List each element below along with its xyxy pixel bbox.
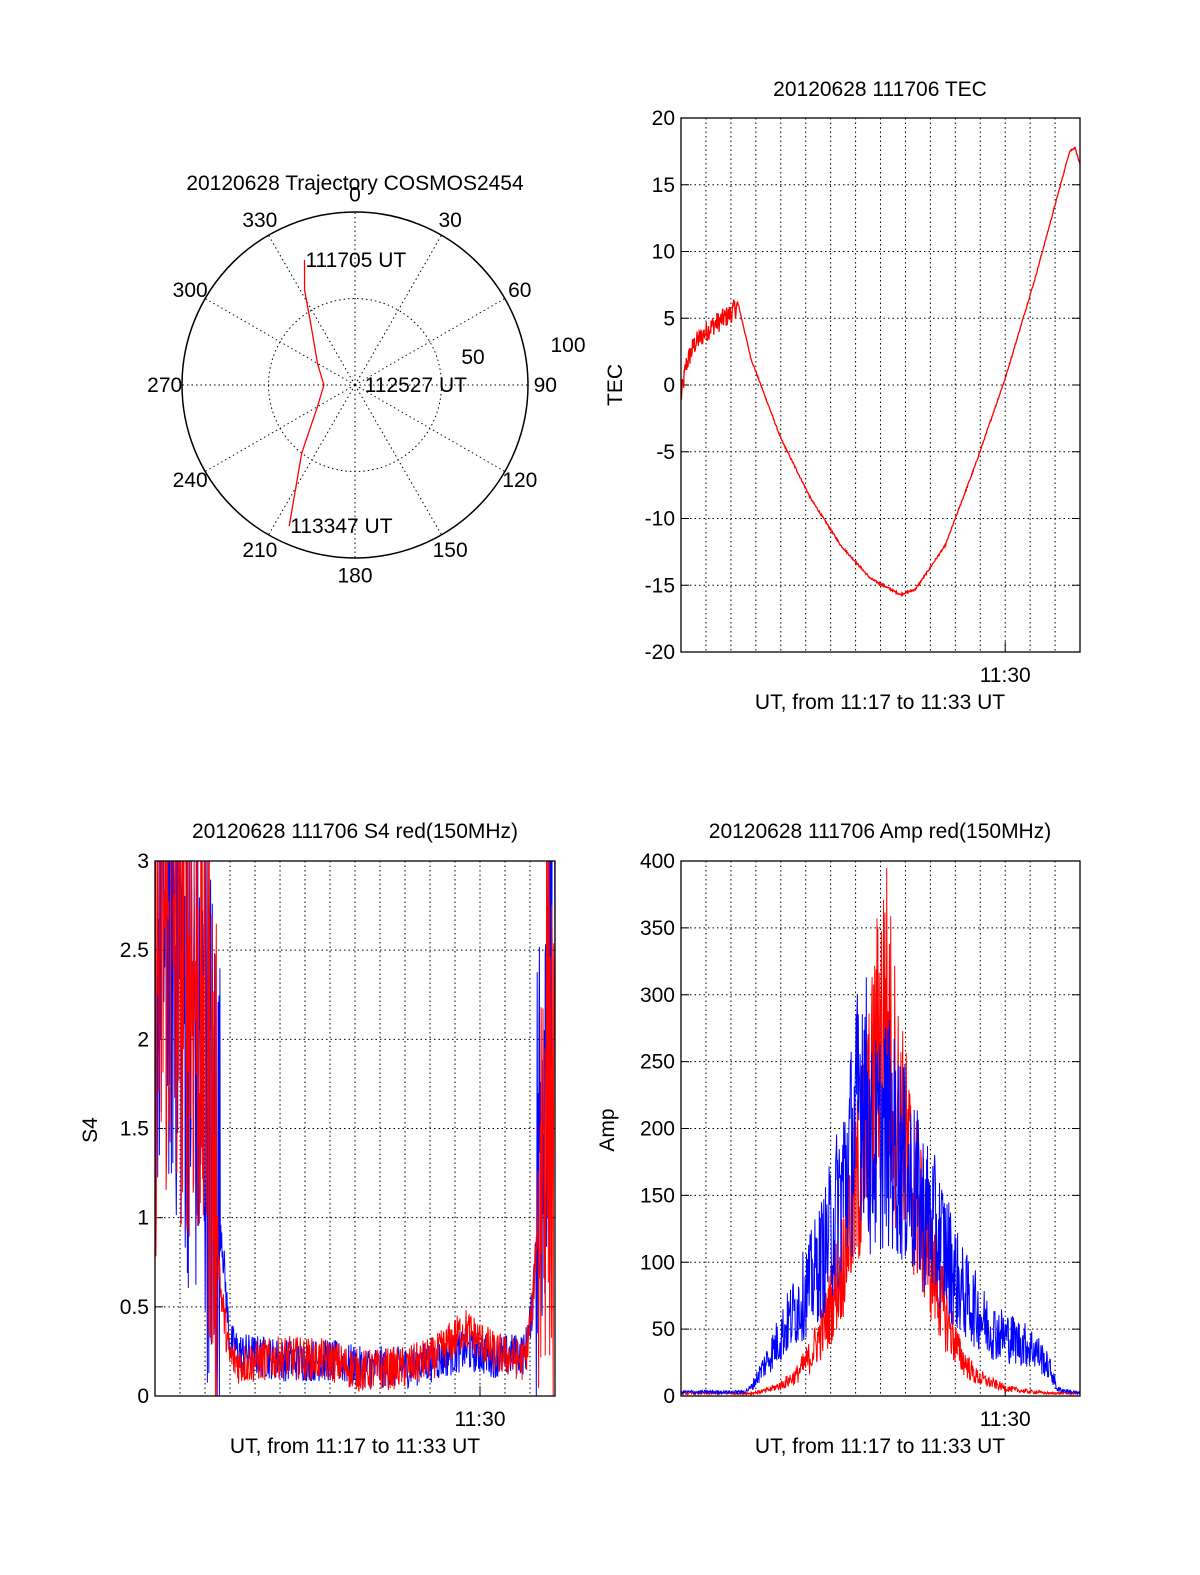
series-line-red (681, 146, 1080, 598)
polar-azimuth-label: 0 (349, 184, 361, 207)
trajectory-line (288, 259, 325, 527)
polar-series (288, 259, 325, 527)
polar-spoke (268, 234, 356, 386)
polar-spoke (204, 298, 356, 386)
trajectory-time-label: 113347 UT (290, 515, 393, 538)
y-tick-label: 3 (137, 850, 149, 873)
amp-xlabel: UT, from 11:17 to 11:33 UT (755, 1435, 1005, 1458)
y-tick-label: -15 (645, 574, 675, 597)
series-line-red (681, 868, 1080, 1396)
polar-azimuth-label: 150 (433, 539, 468, 562)
tec-title: 20120628 111706 TEC (773, 78, 987, 101)
polar-azimuth-label: 120 (502, 469, 537, 492)
y-tick-label: 400 (640, 850, 675, 873)
y-tick-label: 0.5 (120, 1296, 149, 1319)
y-tick-label: 5 (663, 307, 675, 330)
y-tick-label: 2 (137, 1028, 149, 1051)
y-tick-label: 50 (652, 1318, 675, 1341)
series-line-blue (681, 977, 1080, 1396)
plot-frame (680, 860, 1081, 1397)
y-tick-label: 250 (640, 1051, 675, 1074)
plot-frame (154, 860, 556, 1397)
polar-radial-label: 50 (461, 346, 484, 369)
polar-azimuth-label: 330 (242, 209, 277, 232)
tec-panel: 20120628 111706 TEC UT, from 11:17 to 11… (604, 78, 1081, 714)
polar-spoke (354, 384, 506, 472)
amp-panel: 20120628 111706 Amp red(150MHz) UT, from… (596, 820, 1081, 1458)
y-tick-label: 15 (652, 174, 675, 197)
amp-ylabel: Amp (596, 1108, 619, 1151)
y-tick-label: -20 (645, 641, 675, 664)
y-tick-label: 2.5 (120, 939, 149, 962)
polar-panel: 20120628 Trajectory COSMOS2454 0 30 60 90 12… (147, 172, 585, 587)
s4-xlabel: UT, from 11:17 to 11:33 UT (230, 1435, 480, 1458)
y-tick-label: 0 (663, 374, 675, 397)
x-tick-label: 11:30 (980, 1408, 1031, 1431)
y-tick-label: 10 (652, 241, 675, 264)
s4-title: 20120628 111706 S4 red(150MHz) (192, 820, 518, 843)
tec-xlabel: UT, from 11:17 to 11:33 UT (755, 691, 1005, 714)
polar-outer-circle (181, 211, 529, 559)
y-tick-label: 1.5 (120, 1118, 149, 1141)
polar-grid (181, 211, 529, 559)
polar-spoke (354, 234, 442, 386)
y-tick-label: 150 (640, 1184, 675, 1207)
s4-panel: 20120628 111706 S4 red(150MHz) UT, from … (79, 820, 556, 1458)
y-tick-label: 1 (137, 1207, 149, 1230)
polar-azimuth-label: 60 (508, 279, 531, 302)
s4-ylabel: S4 (79, 1117, 102, 1143)
polar-spoke (204, 384, 356, 472)
polar-azimuth-label: 90 (534, 374, 557, 397)
polar-annotations: 111705 UT 112527 UT 113347 UT (290, 249, 467, 538)
y-tick-label: -5 (656, 441, 675, 464)
polar-azimuth-label: 270 (147, 374, 182, 397)
polar-spoke (354, 384, 442, 536)
series-line-red (155, 861, 555, 1396)
polar-radial-label: 100 (550, 334, 585, 357)
polar-azimuth-label: 240 (173, 469, 208, 492)
x-tick-label: 11:30 (455, 1408, 506, 1431)
y-tick-label: 20 (652, 107, 675, 130)
tec-ylabel: TEC (604, 364, 627, 406)
y-tick-label: 350 (640, 917, 675, 940)
polar-azimuth-label: 300 (173, 279, 208, 302)
y-tick-label: 100 (640, 1251, 675, 1274)
y-tick-label: 0 (137, 1385, 149, 1408)
polar-azimuth-labels: 0 30 60 90 120 150 180 210 240 270 300 330 50 100 (147, 184, 585, 588)
polar-azimuth-label: 210 (242, 539, 277, 562)
trajectory-time-label: 111705 UT (305, 249, 406, 272)
y-tick-label: -10 (645, 508, 675, 531)
plot-frame (680, 117, 1081, 653)
polar-spoke (268, 384, 356, 536)
polar-spoke (354, 298, 506, 386)
y-tick-label: 300 (640, 984, 675, 1007)
amp-title: 20120628 111706 Amp red(150MHz) (709, 820, 1051, 843)
polar-azimuth-label: 180 (337, 564, 372, 587)
x-tick-label: 11:30 (980, 664, 1031, 687)
y-tick-label: 200 (640, 1118, 675, 1141)
trajectory-time-label: 112527 UT (365, 374, 468, 397)
polar-title: 20120628 Trajectory COSMOS2454 (186, 172, 524, 195)
y-tick-label: 0 (663, 1385, 675, 1408)
polar-azimuth-label: 30 (438, 209, 461, 232)
